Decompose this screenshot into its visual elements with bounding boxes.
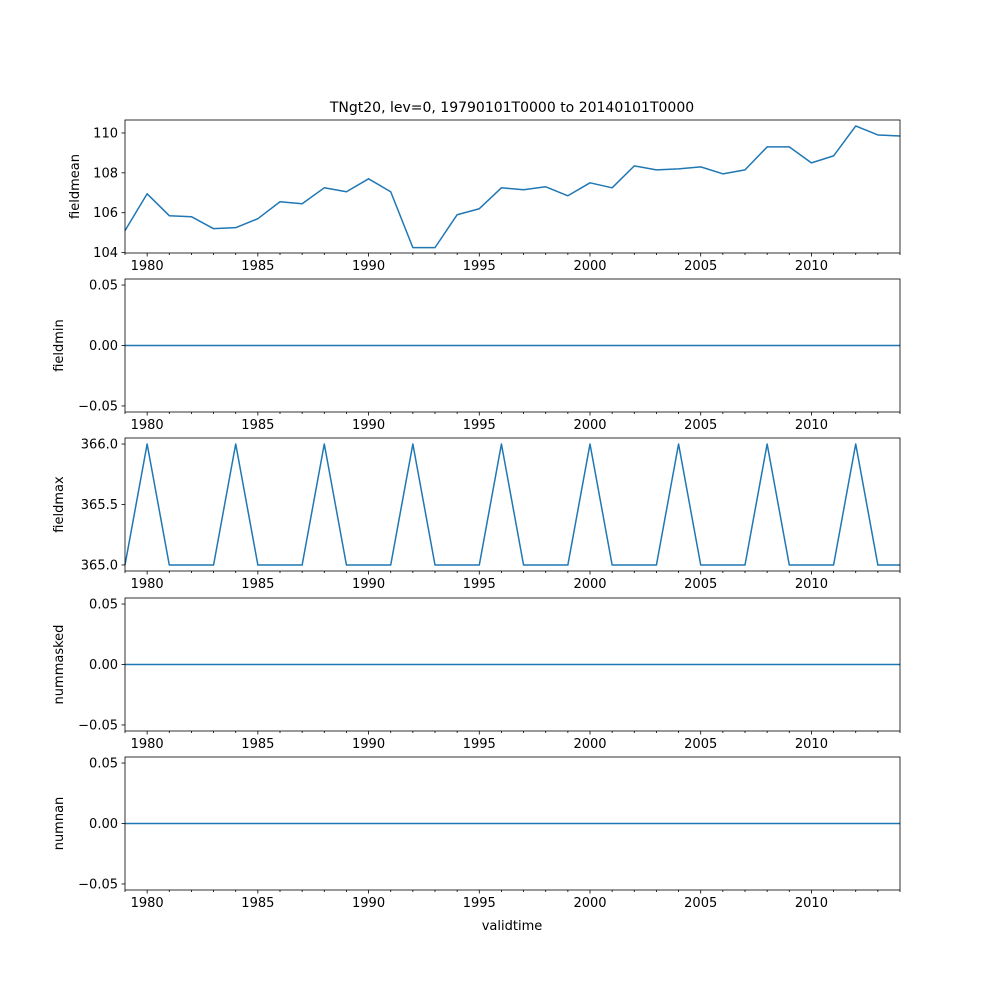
x-tick-label: 1980 [131, 896, 164, 911]
x-tick-label: 1995 [463, 737, 496, 752]
y-tick-label: 110 [93, 126, 118, 141]
x-tick-label: 1980 [131, 737, 164, 752]
x-tick-label: 1995 [463, 259, 496, 274]
x-tick-label: 1990 [352, 577, 385, 592]
x-tick-label: 2010 [795, 737, 828, 752]
x-tick-label: 1985 [241, 418, 274, 433]
panel-nummasked: 1980 1985 1990 1995 2000 2005 2010 −0.05 0.00 0.0… [52, 598, 901, 752]
y-tick-label: 0.00 [89, 339, 118, 354]
x-tick-label: 1995 [463, 896, 496, 911]
x-tick-label: 2005 [684, 259, 717, 274]
panel-numnan: 1980 1985 1990 1995 2000 2005 2010 −0.05 0.00 0.0… [52, 757, 901, 911]
x-tick-label: 2010 [795, 418, 828, 433]
series-line-fieldmax [124, 443, 900, 566]
series-line-fieldmean [124, 125, 901, 249]
x-tick-label: 1990 [352, 259, 385, 274]
y-tick-label: 365.5 [81, 498, 118, 513]
x-tick-label: 1980 [131, 577, 164, 592]
y-tick-label: 0.00 [89, 658, 118, 673]
panel-fieldmean: 1980 1985 1990 1995 2000 2005 2010 104 106 108 110… [68, 119, 901, 274]
x-tick-label: 1980 [131, 418, 164, 433]
x-tick-label: 2000 [573, 577, 606, 592]
y-tick-label: 0.05 [89, 598, 118, 613]
x-tick-label: 2000 [573, 737, 606, 752]
y-tick-label: −0.05 [78, 877, 118, 892]
x-tick-label: 1985 [241, 577, 274, 592]
panel-fieldmax: 1980 1985 1990 1995 2000 2005 2010 365.0 365.5 36… [52, 438, 901, 592]
y-tick-label: −0.05 [78, 718, 118, 733]
x-axis-label: validtime [482, 919, 543, 934]
y-tick-label: 366.0 [81, 438, 118, 453]
x-tick-label: 2000 [573, 418, 606, 433]
x-tick-label: 2010 [795, 259, 828, 274]
y-tick-label: 106 [93, 206, 118, 221]
x-tick-label: 1980 [131, 259, 164, 274]
panel-fieldmin: 1980 1985 1990 1995 2000 2005 2010 −0.05 0.00 0.0… [52, 279, 901, 433]
panels: 1980 1985 1990 1995 2000 2005 2010 104 106 108 110… [52, 119, 901, 911]
x-tick-label: 2005 [684, 896, 717, 911]
axes-frame [124, 119, 901, 254]
x-tick-label: 2010 [795, 577, 828, 592]
x-tick-label: 1985 [241, 737, 274, 752]
y-axis-label: fieldmin [52, 319, 67, 372]
y-tick-label: 104 [93, 246, 118, 261]
x-tick-label: 2010 [795, 896, 828, 911]
y-tick-label: 0.05 [89, 279, 118, 294]
x-tick-label: 1995 [463, 577, 496, 592]
x-tick-label: 2005 [684, 418, 717, 433]
x-tick-label: 1990 [352, 418, 385, 433]
y-axis-label: fieldmean [68, 154, 83, 219]
x-tick-label: 2000 [573, 259, 606, 274]
y-axis-label: fieldmax [52, 476, 67, 533]
x-tick-label: 1990 [352, 896, 385, 911]
x-tick-label: 1990 [352, 737, 385, 752]
x-tick-label: 2005 [684, 577, 717, 592]
y-tick-label: −0.05 [78, 399, 118, 414]
y-tick-label: 108 [93, 166, 118, 181]
y-tick-label: 365.0 [81, 558, 118, 573]
x-tick-label: 1985 [241, 259, 274, 274]
chart-title: TNgt20, lev=0, 19790101T0000 to 20140101… [329, 100, 694, 116]
y-tick-label: 0.05 [89, 757, 118, 772]
y-axis-label: numnan [52, 797, 67, 851]
x-tick-label: 1995 [463, 418, 496, 433]
x-tick-label: 1985 [241, 896, 274, 911]
x-tick-label: 2000 [573, 896, 606, 911]
y-tick-label: 0.00 [89, 817, 118, 832]
y-axis-label: nummasked [52, 625, 67, 705]
x-tick-label: 2005 [684, 737, 717, 752]
